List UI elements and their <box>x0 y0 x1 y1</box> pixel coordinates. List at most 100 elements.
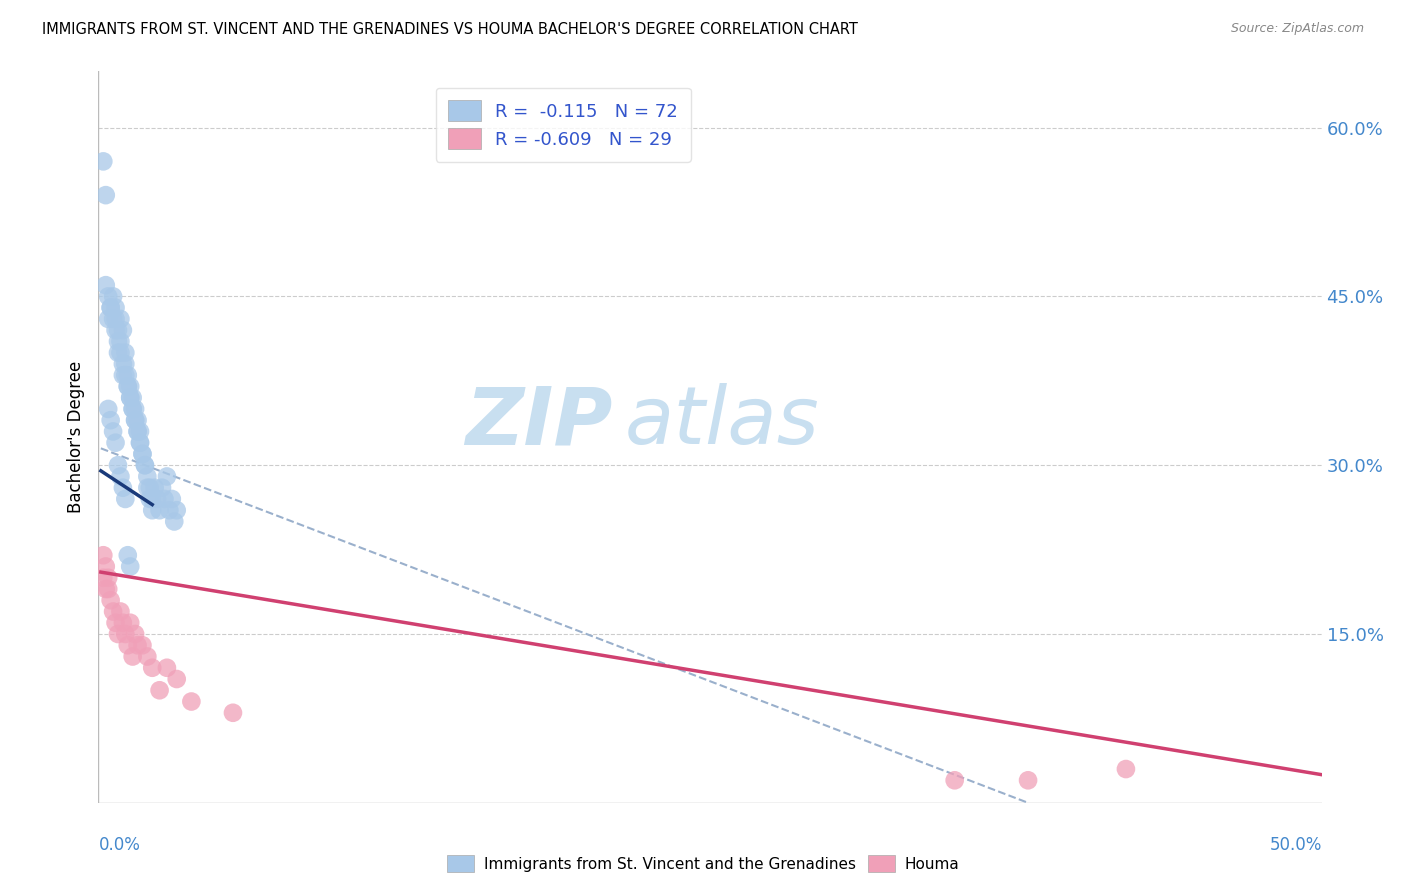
Point <box>100 413 122 427</box>
Point <box>107 458 129 473</box>
Text: ZIP: ZIP <box>465 384 612 461</box>
Point <box>129 425 152 439</box>
Point <box>104 312 127 326</box>
Point <box>127 425 149 439</box>
Point <box>97 312 120 326</box>
Point <box>141 503 163 517</box>
Point <box>94 559 117 574</box>
Point <box>111 368 134 383</box>
Point <box>117 379 139 393</box>
Point <box>120 615 142 630</box>
Point <box>131 638 153 652</box>
Point <box>110 605 132 619</box>
Point <box>101 289 124 303</box>
Point <box>107 627 129 641</box>
Point <box>139 481 162 495</box>
Point <box>136 649 159 664</box>
Point <box>124 627 146 641</box>
Point <box>114 345 136 359</box>
Point <box>114 357 136 371</box>
Point <box>97 401 120 416</box>
Point <box>166 672 188 686</box>
Point <box>131 447 153 461</box>
Point <box>117 379 139 393</box>
Point <box>156 469 179 483</box>
Point <box>156 661 179 675</box>
Point <box>163 515 186 529</box>
Point <box>114 491 136 506</box>
Point <box>1115 762 1137 776</box>
Point <box>114 368 136 383</box>
Point <box>111 323 134 337</box>
Point <box>136 481 159 495</box>
Point <box>129 435 152 450</box>
Text: Source: ZipAtlas.com: Source: ZipAtlas.com <box>1230 22 1364 36</box>
Point <box>134 458 156 473</box>
Point <box>146 491 169 506</box>
Point <box>100 593 122 607</box>
Point <box>149 503 172 517</box>
Point <box>222 706 245 720</box>
Point <box>104 301 127 315</box>
Point <box>124 401 146 416</box>
Point <box>134 458 156 473</box>
Legend: Immigrants from St. Vincent and the Grenadines, Houma: Immigrants from St. Vincent and the Gren… <box>439 847 967 880</box>
Point <box>120 559 142 574</box>
Point <box>104 323 127 337</box>
Point <box>91 571 114 585</box>
Point <box>91 548 114 562</box>
Point <box>100 301 122 315</box>
Point <box>94 278 117 293</box>
Point <box>121 401 143 416</box>
Point <box>124 413 146 427</box>
Point <box>117 548 139 562</box>
Point <box>127 413 149 427</box>
Point <box>111 615 134 630</box>
Point <box>153 491 176 506</box>
Point <box>157 503 180 517</box>
Point <box>131 447 153 461</box>
Point <box>143 481 166 495</box>
Point <box>149 683 172 698</box>
Point <box>114 627 136 641</box>
Point <box>141 491 163 506</box>
Point <box>110 312 132 326</box>
Point <box>120 391 142 405</box>
Point <box>121 401 143 416</box>
Point <box>136 469 159 483</box>
Point <box>127 638 149 652</box>
Point <box>127 425 149 439</box>
Point <box>107 345 129 359</box>
Point <box>110 469 132 483</box>
Point <box>120 391 142 405</box>
Text: 50.0%: 50.0% <box>1270 836 1322 854</box>
Point <box>101 312 124 326</box>
Point <box>160 491 183 506</box>
Text: 0.0%: 0.0% <box>98 836 141 854</box>
Point <box>1017 773 1039 788</box>
Point <box>101 425 124 439</box>
Point <box>150 481 173 495</box>
Point <box>943 773 966 788</box>
Point <box>97 582 120 596</box>
Point <box>121 649 143 664</box>
Point <box>120 379 142 393</box>
Point <box>121 391 143 405</box>
Point <box>117 638 139 652</box>
Point <box>117 368 139 383</box>
Point <box>97 289 120 303</box>
Point <box>107 334 129 349</box>
Text: IMMIGRANTS FROM ST. VINCENT AND THE GRENADINES VS HOUMA BACHELOR'S DEGREE CORREL: IMMIGRANTS FROM ST. VINCENT AND THE GREN… <box>42 22 858 37</box>
Point <box>124 413 146 427</box>
Point <box>111 481 134 495</box>
Point <box>180 694 202 708</box>
Point <box>129 435 152 450</box>
Legend: R =  -0.115   N = 72, R = -0.609   N = 29: R = -0.115 N = 72, R = -0.609 N = 29 <box>436 87 690 162</box>
Point <box>166 503 188 517</box>
Point <box>110 334 132 349</box>
Point <box>111 357 134 371</box>
Point <box>91 154 114 169</box>
Y-axis label: Bachelor's Degree: Bachelor's Degree <box>67 361 86 513</box>
Point <box>94 582 117 596</box>
Point <box>110 345 132 359</box>
